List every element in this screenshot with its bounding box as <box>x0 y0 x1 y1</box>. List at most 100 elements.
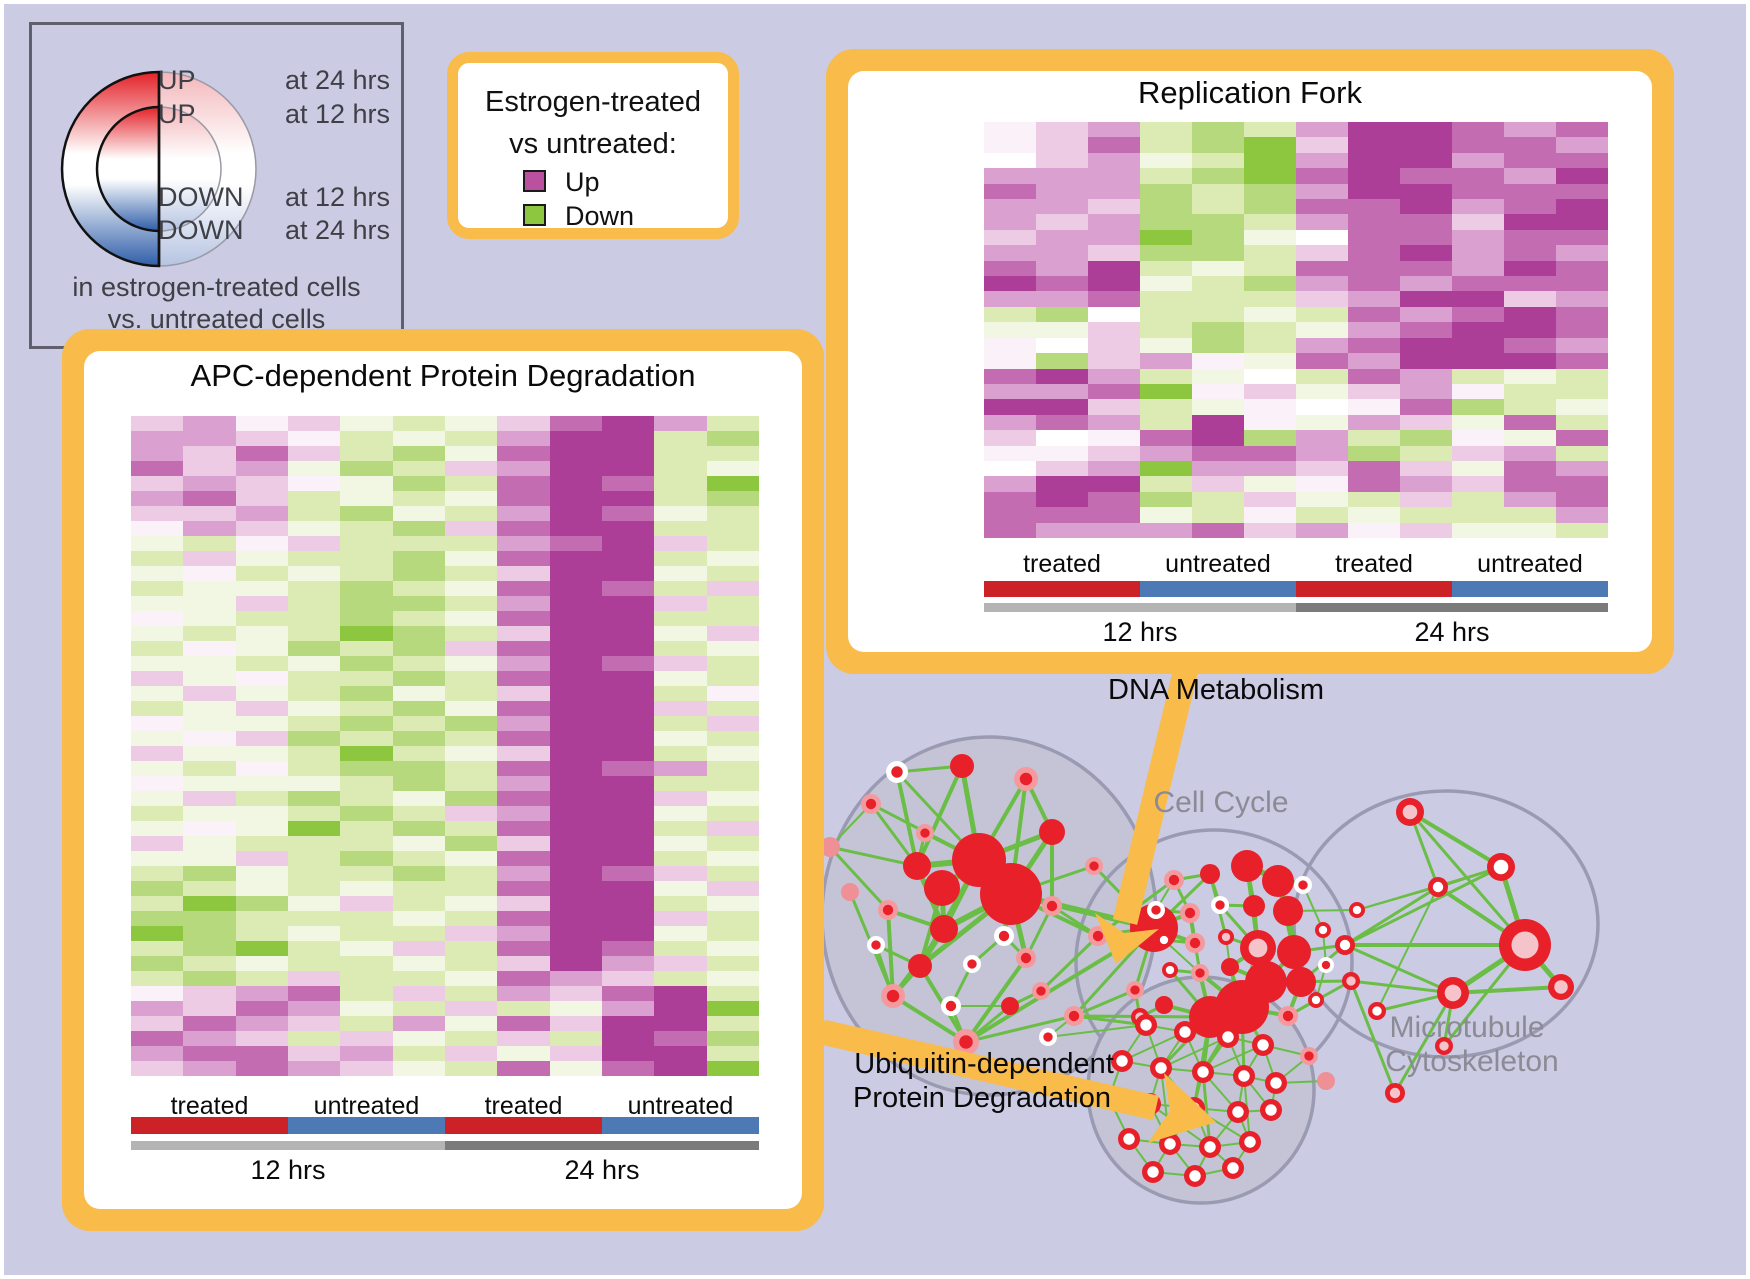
heatmap-cell <box>340 836 393 851</box>
heatmap-cell <box>340 761 393 776</box>
heatmap-cell <box>131 521 184 536</box>
heatmap-cell <box>131 491 184 506</box>
heatmap-cell <box>1504 122 1556 138</box>
heatmap-cell <box>654 461 707 476</box>
heatmap-cell <box>1140 353 1192 369</box>
heatmap-cell <box>287 611 341 626</box>
network-edge <box>1408 810 1503 869</box>
heatmap-cell <box>340 551 393 566</box>
heatmap-cell <box>1348 245 1400 261</box>
heatmap-cell <box>235 611 288 626</box>
heatmap-cell <box>497 866 550 881</box>
heatmap-cell <box>287 701 341 716</box>
heatmap-cell <box>444 881 498 896</box>
heatmap-cell <box>131 821 184 836</box>
heatmap-cell <box>549 926 602 941</box>
heatmap-cell <box>497 1046 550 1061</box>
heatmap-cell <box>601 596 655 611</box>
panel-to-cluster-arrow-head <box>1148 1073 1216 1143</box>
heatmap-cell <box>1452 229 1504 246</box>
heatmap-cell <box>340 1031 393 1046</box>
heatmap-cell <box>984 522 1036 538</box>
heatmap-cell <box>183 851 236 866</box>
heatmap-cell <box>1036 199 1088 215</box>
heatmap-cell <box>1036 245 1088 261</box>
heatmap-cell <box>1140 260 1192 277</box>
heatmap-cell <box>444 791 498 806</box>
heatmap-cell <box>340 911 393 926</box>
heatmap-cell <box>1504 507 1556 523</box>
heatmap-cell <box>392 941 445 956</box>
heatmap-cell <box>131 671 184 686</box>
network-edge <box>1160 1036 1229 1069</box>
heatmap-cell <box>340 596 393 611</box>
ring-legend-direction: DOWN <box>158 182 244 212</box>
heatmap-cell <box>1504 322 1556 338</box>
heatmap-cell <box>340 851 393 866</box>
heatmap-cell <box>340 506 393 521</box>
heatmap-cell <box>444 1016 498 1031</box>
heatmap-cell <box>1400 460 1452 477</box>
heatmap-cell <box>392 791 445 806</box>
heatmap-cell <box>1088 460 1140 477</box>
heatmap-cell <box>392 641 445 656</box>
heatmap-cell <box>984 199 1036 215</box>
heatmap-cell <box>1452 337 1504 354</box>
heatmap-cell <box>1400 414 1452 431</box>
heatmap-cell <box>183 896 236 911</box>
heatmap-cell <box>549 686 602 701</box>
heatmap-cell <box>706 641 759 656</box>
heatmap-cell <box>340 866 393 881</box>
heatmap-cell <box>1192 507 1244 523</box>
heatmap-cell <box>1192 414 1244 431</box>
heatmap-cell <box>444 836 498 851</box>
heatmap-cell <box>1556 245 1608 261</box>
heatmap-cell <box>392 851 445 866</box>
network-node <box>1200 864 1220 884</box>
heatmap-cell <box>1348 214 1400 230</box>
heatmap-cell <box>549 1046 602 1061</box>
heatmap-cell <box>183 806 236 821</box>
heatmap-cell <box>1556 460 1608 477</box>
heatmap-cell <box>1296 168 1348 184</box>
arrows-group <box>819 641 1216 1143</box>
heatmap-cell <box>1192 399 1244 415</box>
heatmap-cell <box>1556 276 1608 292</box>
heatmap-cell <box>497 821 550 836</box>
heatmap-cell <box>497 416 550 431</box>
ring-legend-time: at 12 hrs <box>284 182 390 212</box>
heatmap-cell <box>706 731 759 746</box>
network-node <box>1277 935 1311 969</box>
heatmap-cell <box>706 776 759 791</box>
heatmap-cell <box>497 776 550 791</box>
heatmap-cell <box>549 461 602 476</box>
heatmap-cell <box>984 460 1036 477</box>
heatmap-cell <box>654 746 707 761</box>
heatmap-cell <box>444 701 498 716</box>
heatmap-cell <box>1400 276 1452 292</box>
heatmap-cell <box>183 971 236 986</box>
heatmap-cell <box>444 1001 498 1016</box>
heatmap-cell <box>183 941 236 956</box>
heatmap-cell <box>497 551 550 566</box>
network-node-core <box>959 1035 973 1049</box>
replication-panel-title: Replication Fork <box>1138 75 1362 110</box>
network-node-core <box>1227 1162 1239 1174</box>
heatmap-cell <box>235 866 288 881</box>
heatmap-cell <box>1556 383 1608 400</box>
network-node <box>1155 996 1173 1014</box>
heatmap-cell <box>444 431 498 446</box>
heatmap-cell <box>654 881 707 896</box>
heatmap-cell <box>1088 353 1140 369</box>
down-color-swatch <box>523 204 546 226</box>
heatmap-cell <box>444 476 498 491</box>
heatmap-cell <box>444 551 498 566</box>
heatmap-cell <box>235 971 288 986</box>
heatmap-cell <box>392 911 445 926</box>
heatmap-cell <box>1140 291 1192 307</box>
heatmap-cell <box>654 731 707 746</box>
heatmap-cell <box>287 491 341 506</box>
heatmap-cell <box>131 881 184 896</box>
heatmap-cell <box>601 506 655 521</box>
heatmap-cell <box>984 260 1036 277</box>
